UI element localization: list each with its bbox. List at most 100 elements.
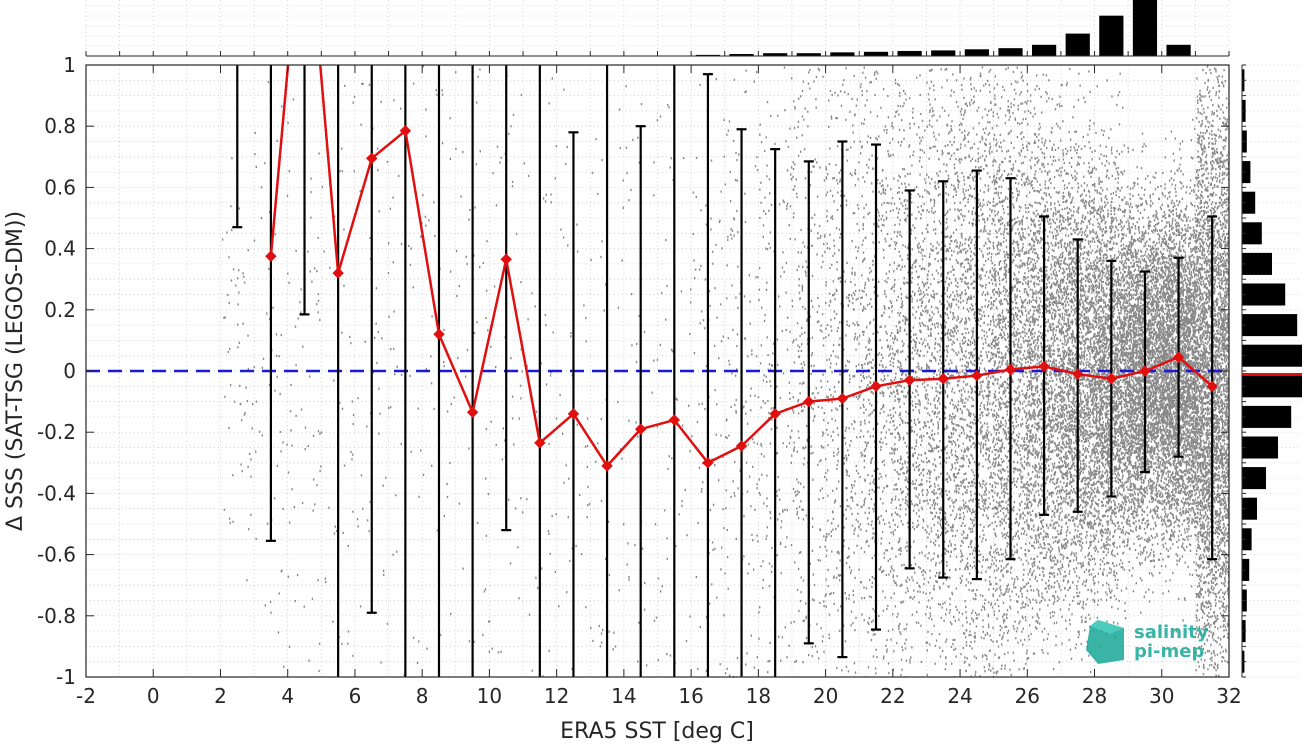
scatter-point — [894, 279, 895, 281]
scatter-point — [936, 293, 937, 295]
scatter-point — [860, 476, 861, 478]
scatter-point — [873, 428, 874, 430]
scatter-point — [946, 277, 947, 279]
scatter-point — [941, 153, 942, 155]
scatter-point — [899, 538, 900, 540]
scatter-point — [785, 546, 786, 548]
scatter-point — [871, 621, 872, 623]
scatter-point — [958, 404, 959, 406]
scatter-point — [846, 427, 847, 429]
scatter-point — [318, 152, 319, 154]
scatter-point — [863, 406, 864, 408]
scatter-point — [393, 310, 394, 312]
scatter-point — [969, 508, 970, 510]
scatter-point — [849, 378, 850, 380]
scatter-point — [901, 492, 902, 494]
scatter-point — [939, 193, 940, 195]
scatter-point — [442, 94, 443, 96]
scatter-point — [937, 536, 938, 538]
scatter-point — [911, 500, 912, 502]
scatter-point — [905, 318, 906, 320]
scatter-point — [934, 433, 935, 435]
scatter-point — [974, 632, 975, 634]
scatter-point — [921, 472, 922, 474]
scatter-point — [818, 305, 819, 307]
scatter-point — [316, 484, 317, 486]
scatter-point — [319, 433, 320, 435]
scatter-point — [860, 86, 861, 88]
scatter-point — [960, 346, 961, 348]
scatter-point — [866, 356, 867, 358]
scatter-point — [520, 281, 521, 283]
scatter-point — [902, 422, 903, 424]
scatter-point — [725, 436, 726, 438]
scatter-point — [938, 363, 939, 365]
scatter-point — [879, 191, 880, 193]
scatter-point — [960, 359, 961, 361]
scatter-point — [979, 220, 980, 222]
scatter-point — [893, 489, 894, 491]
scatter-point — [855, 672, 856, 674]
scatter-point — [685, 489, 686, 491]
scatter-point — [808, 654, 809, 656]
scatter-point — [914, 123, 915, 125]
scatter-point — [985, 507, 986, 509]
scatter-point — [302, 346, 303, 348]
scatter-point — [857, 398, 858, 400]
scatter-point — [938, 545, 939, 547]
scatter-point — [886, 574, 887, 576]
scatter-point — [244, 412, 245, 414]
scatter-point — [957, 609, 958, 611]
scatter-point — [872, 582, 873, 584]
scatter-point — [796, 513, 797, 515]
scatter-point — [933, 132, 934, 134]
scatter-point — [957, 484, 958, 486]
scatter-point — [840, 169, 841, 171]
scatter-point — [824, 412, 825, 414]
scatter-point — [550, 374, 551, 376]
scatter-point — [864, 500, 865, 502]
scatter-point — [924, 294, 925, 296]
scatter-point — [784, 271, 785, 273]
scatter-point — [958, 372, 959, 374]
right-histogram — [1242, 65, 1302, 677]
scatter-point — [286, 444, 287, 446]
scatter-point — [902, 466, 903, 468]
scatter-point — [951, 433, 952, 435]
scatter-point — [946, 425, 947, 427]
scatter-point — [936, 492, 937, 494]
scatter-point — [937, 488, 938, 490]
scatter-point — [951, 416, 952, 418]
scatter-point — [912, 522, 913, 524]
scatter-point — [897, 105, 898, 107]
scatter-point — [971, 337, 972, 339]
scatter-point — [807, 111, 808, 113]
scatter-point — [270, 601, 271, 603]
scatter-point — [401, 443, 402, 445]
scatter-point — [627, 563, 628, 565]
scatter-point — [515, 507, 516, 509]
scatter-point — [938, 158, 939, 160]
scatter-point — [863, 504, 864, 506]
scatter-point — [323, 250, 324, 252]
scatter-point — [716, 434, 717, 436]
scatter-point — [766, 381, 767, 383]
scatter-point — [922, 136, 923, 138]
scatter-point — [962, 342, 963, 344]
scatter-point — [724, 156, 725, 158]
scatter-point — [770, 442, 771, 444]
scatter-point — [907, 493, 908, 495]
scatter-point — [935, 188, 936, 190]
scatter-point — [255, 451, 256, 453]
scatter-point — [661, 292, 662, 294]
scatter-point — [957, 149, 958, 151]
scatter-point — [814, 584, 815, 586]
scatter-point — [801, 343, 802, 345]
scatter-point — [954, 164, 955, 166]
scatter-point — [801, 577, 802, 579]
scatter-point — [894, 335, 895, 337]
scatter-point — [946, 382, 947, 384]
scatter-point — [938, 450, 939, 452]
scatter-point — [829, 267, 830, 269]
scatter-point — [951, 449, 952, 451]
